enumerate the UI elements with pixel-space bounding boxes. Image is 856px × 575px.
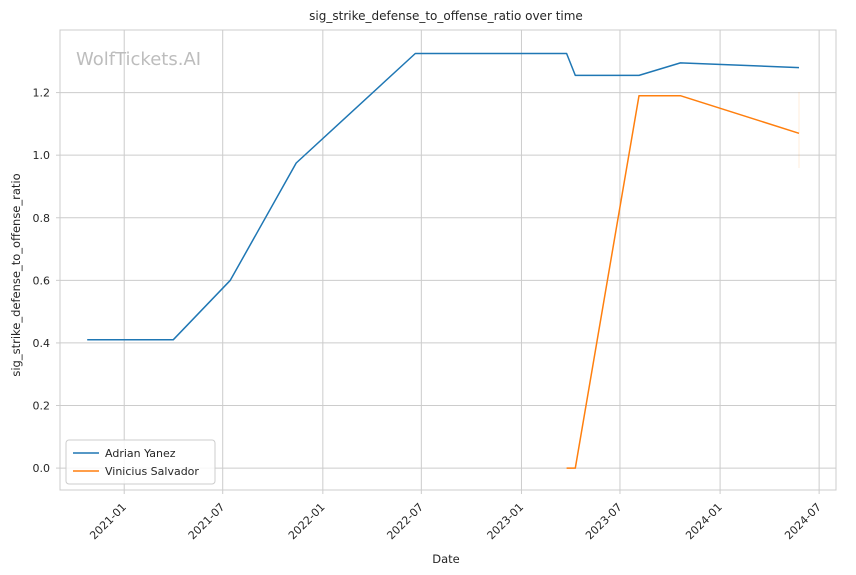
x-axis-label: Date xyxy=(432,552,460,566)
legend-label: Adrian Yanez xyxy=(105,447,176,460)
plot-border xyxy=(59,29,837,491)
y-tick-label: 0.0 xyxy=(33,462,51,475)
legend-label: Vinicius Salvador xyxy=(105,465,199,478)
y-axis-label: sig_strike_defense_to_offense_ratio xyxy=(9,173,23,376)
y-tick-label: 1.2 xyxy=(33,87,51,100)
series-line-2 xyxy=(566,94,800,469)
legend-box xyxy=(65,439,216,485)
y-tick-label: 0.6 xyxy=(33,274,51,287)
chart-title: sig_strike_defense_to_offense_ratio over… xyxy=(309,9,583,23)
grid xyxy=(60,30,836,490)
series-group xyxy=(87,52,800,469)
y-axis-ticks: 0.0 0.2 0.4 0.6 0.8 1.0 1.2 xyxy=(33,87,60,475)
series-line-1 xyxy=(87,52,800,341)
plot-frame xyxy=(59,29,837,491)
y-tick-label: 0.2 xyxy=(33,400,51,413)
legend: Adrian Yanez Vinicius Salvador xyxy=(65,439,216,485)
y-tick-label: 0.8 xyxy=(33,212,51,225)
watermark: WolfTickets.AI xyxy=(76,49,201,70)
y-tick-label: 1.0 xyxy=(33,149,51,162)
y-tick-label: 0.4 xyxy=(33,337,51,350)
